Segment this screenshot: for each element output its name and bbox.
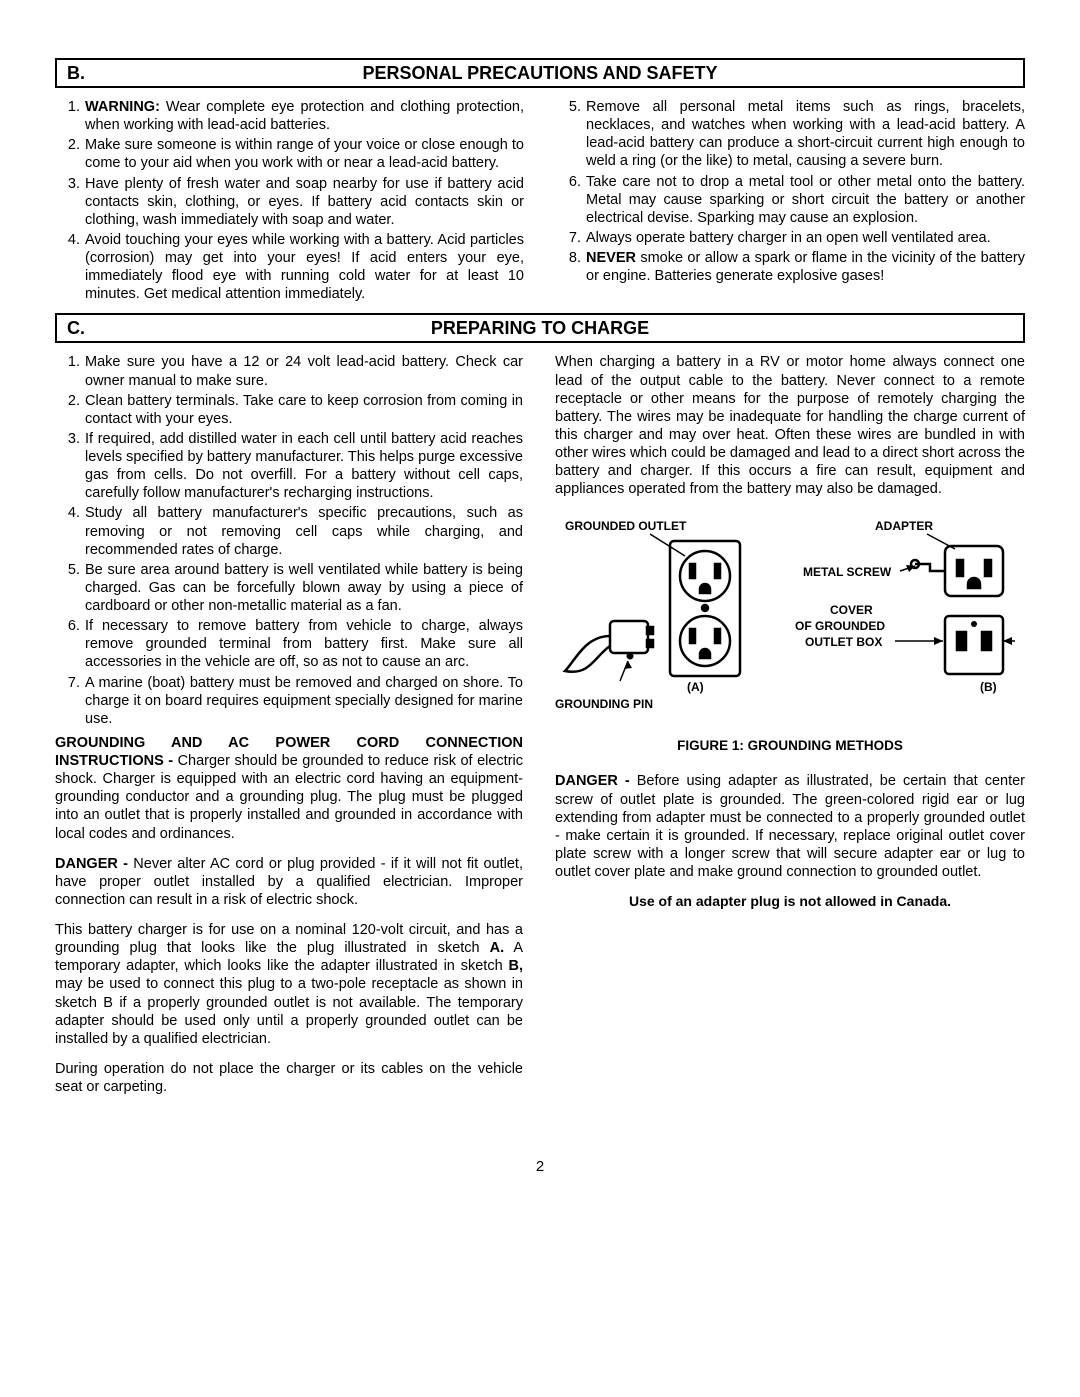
cover-label: COVER [830,603,873,617]
item-text: Always operate battery charger in an ope… [586,230,991,246]
circuit-para: This battery charger is for use on a nom… [55,921,523,1048]
para-text: may be used to connect this plug to a tw… [55,976,523,1046]
figure-1: GROUNDED OUTLET ADAPTER [555,516,1025,754]
list-item: NEVER smoke or allow a spark or flame in… [556,249,1025,285]
list-item: Make sure someone is within range of you… [55,136,524,172]
list-item: Avoid touching your eyes while working w… [55,231,524,304]
sketch-a-label: A. [490,940,505,956]
grounding-figure-svg: GROUNDED OUTLET ADAPTER [555,516,1025,726]
section-b-header: B. PERSONAL PRECAUTIONS AND SAFETY [55,58,1025,88]
label-b: (B) [980,680,997,694]
list-item: Be sure area around battery is well vent… [55,561,523,615]
item-text: If required, add distilled water in each… [85,431,523,501]
page-number: 2 [55,1158,1025,1177]
section-c-body: Make sure you have a 12 or 24 volt lead-… [55,353,1025,1108]
para-text: When charging a battery in a RV or motor… [555,354,1025,497]
of-grounded-label: OF GROUNDED [795,619,885,633]
para-text: During operation do not place the charge… [55,1061,523,1095]
list-item: Always operate battery charger in an ope… [556,229,1025,247]
section-c-letter: C. [67,317,107,340]
adapter-label: ADAPTER [875,519,933,533]
list-item: A marine (boat) battery must be removed … [55,674,523,728]
section-b-title: PERSONAL PRECAUTIONS AND SAFETY [107,62,1013,85]
grounded-outlet-label: GROUNDED OUTLET [565,519,687,533]
operation-para: During operation do not place the charge… [55,1060,523,1096]
never-label: NEVER [586,250,640,266]
list-item: Have plenty of fresh water and soap near… [55,175,524,229]
grounding-pin-label: GROUNDING PIN [555,697,653,711]
canada-note: Use of an adapter plug is not allowed in… [555,893,1025,911]
list-item: Make sure you have a 12 or 24 volt lead-… [55,353,523,389]
item-text: A marine (boat) battery must be removed … [85,675,523,727]
list-item: If necessary to remove battery from vehi… [55,617,523,671]
item-text: Make sure someone is within range of you… [85,137,524,171]
section-c-title: PREPARING TO CHARGE [107,317,1013,340]
danger-label: DANGER - [55,856,133,872]
danger1-para: DANGER - Never alter AC cord or plug pro… [55,855,523,909]
item-text: Take care not to drop a metal tool or ot… [586,174,1025,226]
figure-caption: FIGURE 1: GROUNDING METHODS [555,738,1025,755]
metal-screw-label: METAL SCREW [803,565,892,579]
outlet-box-label: OUTLET BOX [805,635,882,649]
section-b-body: WARNING: Wear complete eye protection an… [55,98,1025,305]
section-b-letter: B. [67,62,107,85]
item-text: Remove all personal metal items such as … [586,99,1025,169]
section-b-left-list: WARNING: Wear complete eye protection an… [55,98,524,303]
list-item: Take care not to drop a metal tool or ot… [556,173,1025,227]
item-text: Avoid touching your eyes while working w… [85,232,524,302]
section-b-right-list: Remove all personal metal items such as … [556,98,1025,285]
danger-label: DANGER - [555,773,637,789]
list-item: Clean battery terminals. Take care to ke… [55,392,523,428]
item-text: Study all battery manufacturer's specifi… [85,505,523,557]
para-text: This battery charger is for use on a nom… [55,922,523,956]
item-text: Clean battery terminals. Take care to ke… [85,393,523,427]
section-c-list: Make sure you have a 12 or 24 volt lead-… [55,353,523,728]
grounding-para: GROUNDING AND AC POWER CORD CONNECTION I… [55,734,523,843]
item-text: If necessary to remove battery from vehi… [85,618,523,670]
section-c-header: C. PREPARING TO CHARGE [55,313,1025,343]
list-item: Remove all personal metal items such as … [556,98,1025,171]
item-text: Make sure you have a 12 or 24 volt lead-… [85,354,523,388]
sketch-b-label: B, [509,958,524,974]
list-item: WARNING: Wear complete eye protection an… [55,98,524,134]
item-text: smoke or allow a spark or flame in the v… [586,250,1025,284]
rv-para: When charging a battery in a RV or motor… [555,353,1025,498]
label-a: (A) [687,680,704,694]
item-text: Be sure area around battery is well vent… [85,562,523,614]
list-item: Study all battery manufacturer's specifi… [55,504,523,558]
danger2-para: DANGER - Before using adapter as illustr… [555,772,1025,881]
warning-label: WARNING: [85,99,166,115]
item-text: Have plenty of fresh water and soap near… [85,176,524,228]
list-item: If required, add distilled water in each… [55,430,523,503]
